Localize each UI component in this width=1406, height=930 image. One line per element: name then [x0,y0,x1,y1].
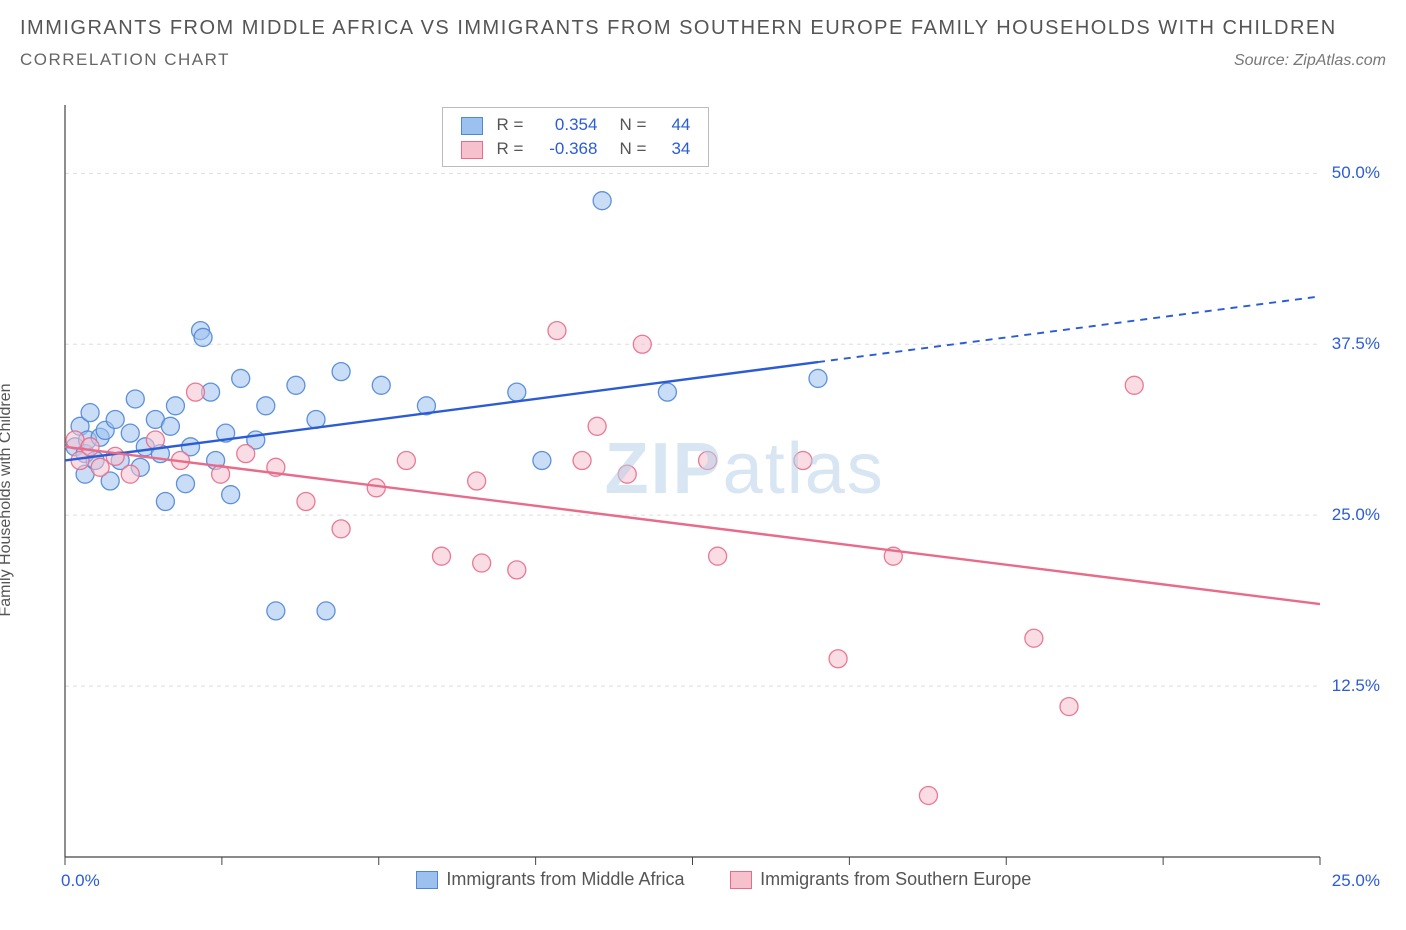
legend-stats-box: R =0.354N =44R =-0.368N =34 [442,107,710,167]
y-tick-label: 37.5% [1332,334,1380,354]
y-tick-label: 50.0% [1332,163,1380,183]
chart-subtitle: CORRELATION CHART [20,50,230,70]
y-tick-label: 12.5% [1332,676,1380,696]
chart-source: Source: ZipAtlas.com [1234,52,1386,70]
y-tick-label: 25.0% [1332,505,1380,525]
x-tick-label-start: 0.0% [61,871,100,891]
chart-header: IMMIGRANTS FROM MIDDLE AFRICA VS IMMIGRA… [20,12,1386,70]
scatter-chart-svg [20,95,1386,905]
legend-series: Immigrants from Southern Europe [730,869,1031,890]
chart-area: Family Households with Children 12.5%25.… [20,95,1386,905]
legend-series: Immigrants from Middle Africa [416,869,684,890]
y-axis-label: Family Households with Children [0,384,15,617]
chart-title: IMMIGRANTS FROM MIDDLE AFRICA VS IMMIGRA… [20,12,1386,44]
x-tick-label-end: 25.0% [1332,871,1380,891]
